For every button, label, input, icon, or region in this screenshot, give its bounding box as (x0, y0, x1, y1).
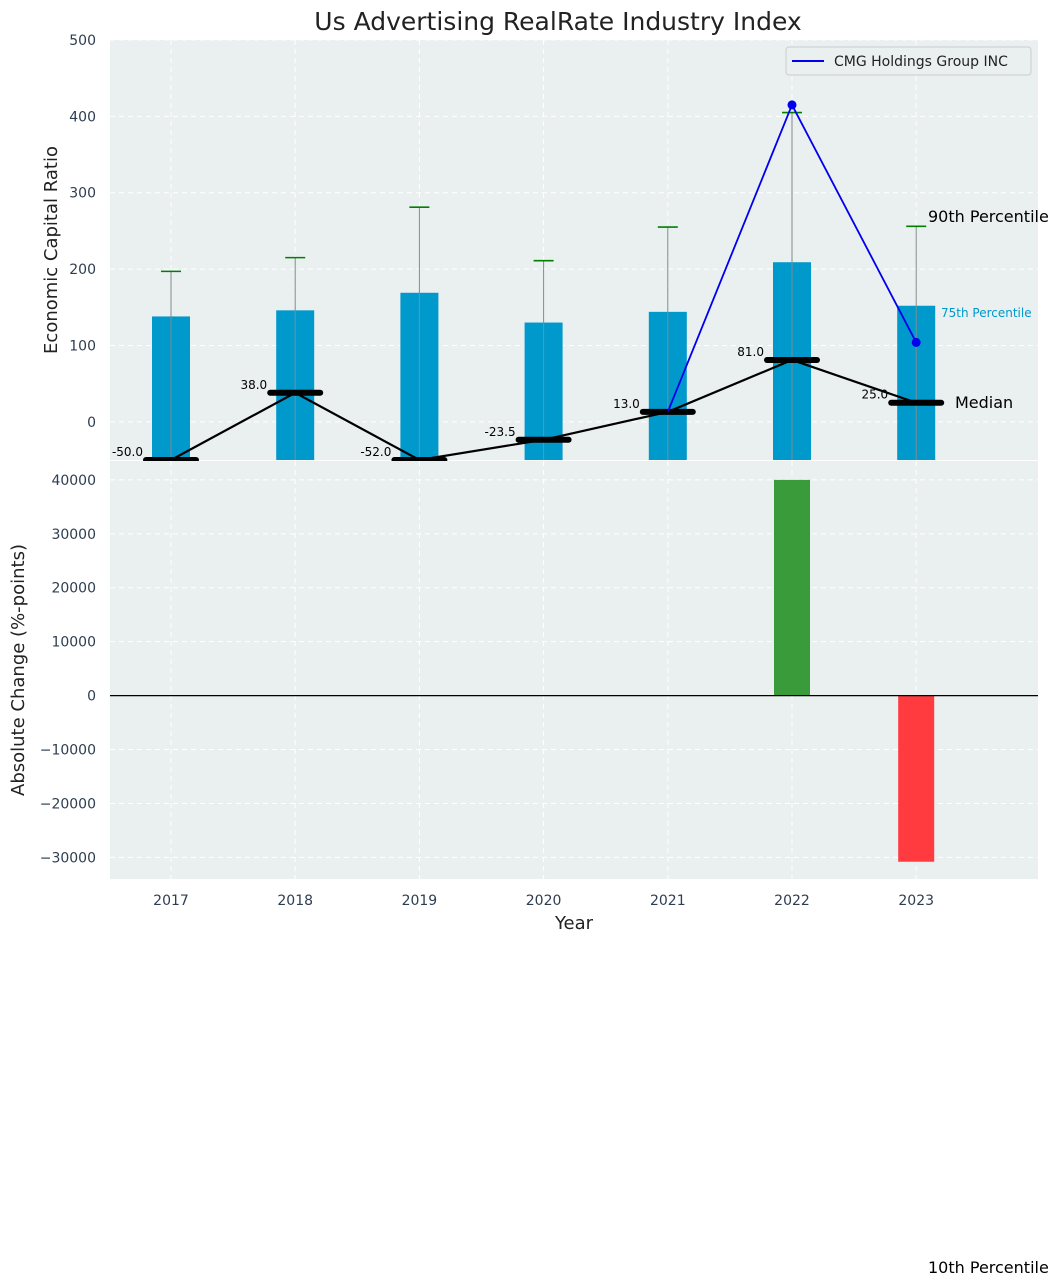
bottom-y-tick-0: 0 (87, 689, 96, 705)
change-bar-2022 (774, 479, 810, 696)
legend: CMG Holdings Group INC (785, 46, 1032, 76)
bottom-y-tick--10000: −10000 (40, 743, 96, 759)
x-tick-2022: 2022 (774, 893, 810, 909)
top-panel: -50.0 38.0 -52.0 -23.5 13.0 81.0 25.0 0 100 200 3… (41, 33, 1049, 463)
top-y-tick-labels: 0 100 200 300 400 500 (69, 33, 96, 431)
change-bar-2023 (898, 695, 935, 862)
bottom-y-axis-label: Absolute Change (%-points) (8, 544, 29, 796)
x-tick-2019: 2019 (402, 893, 438, 909)
annotation-90th-percentile: 90th Percentile (928, 207, 1049, 226)
top-company (666, 100, 921, 413)
bottom-bars (110, 479, 1038, 862)
x-tick-2021: 2021 (650, 893, 686, 909)
company-point-2022 (787, 100, 797, 110)
top-whiskers (161, 111, 927, 460)
company-point-2023 (911, 337, 921, 347)
bottom-y-tick--20000: −20000 (40, 796, 96, 812)
x-tick-labels: 2017 2018 2019 2020 2021 2022 2023 (153, 893, 934, 909)
x-axis-label: Year (554, 913, 594, 934)
chart-title: Us Advertising RealRate Industry Index (314, 7, 801, 36)
bottom-y-tick--30000: −30000 (40, 850, 96, 866)
legend-box (785, 46, 1032, 76)
x-tick-2023: 2023 (898, 893, 934, 909)
median-label-2017: -50.0 (112, 445, 143, 459)
median-label-2023: 25.0 (861, 388, 888, 402)
bottom-y-tick-20000: 20000 (51, 581, 96, 597)
bottom-y-tick-30000: 30000 (51, 527, 96, 543)
annotation-median: Median (955, 393, 1013, 412)
top-y-tick-0: 0 (87, 415, 96, 431)
top-y-tick-100: 100 (69, 338, 96, 354)
top-plot-background (110, 40, 1038, 460)
median-label-2020: -23.5 (485, 425, 516, 439)
bottom-panel: −30000−20000−10000010000200003000040000 … (8, 461, 1038, 934)
median-label-2019: -52.0 (360, 445, 391, 459)
top-y-tick-400: 400 (69, 109, 96, 125)
bottom-y-tick-40000: 40000 (51, 473, 96, 489)
bottom-y-tick-10000: 10000 (51, 635, 96, 651)
legend-label: CMG Holdings Group INC (834, 54, 1008, 70)
x-tick-2018: 2018 (277, 893, 313, 909)
annotation-75th-percentile: 75th Percentile (941, 306, 1032, 320)
annotation-10th-percentile: 10th Percentile (928, 1258, 1049, 1277)
top-y-tick-500: 500 (69, 33, 96, 49)
top-y-tick-300: 300 (69, 186, 96, 202)
top-y-tick-200: 200 (69, 262, 96, 278)
median-label-2018: 38.0 (240, 378, 267, 392)
median-label-2022: 81.0 (737, 345, 764, 359)
x-tick-2017: 2017 (153, 893, 189, 909)
bottom-plot-background (110, 461, 1038, 879)
x-tick-2020: 2020 (526, 893, 562, 909)
top-median: -50.0 38.0 -52.0 -23.5 13.0 81.0 25.0 (112, 345, 945, 463)
bottom-y-tick-labels: −30000 −20000 −10000 0 10000 20000 30000 40000 (40, 473, 96, 867)
median-label-2021: 13.0 (613, 397, 640, 411)
top-y-axis-label: Economic Capital Ratio (41, 146, 62, 354)
